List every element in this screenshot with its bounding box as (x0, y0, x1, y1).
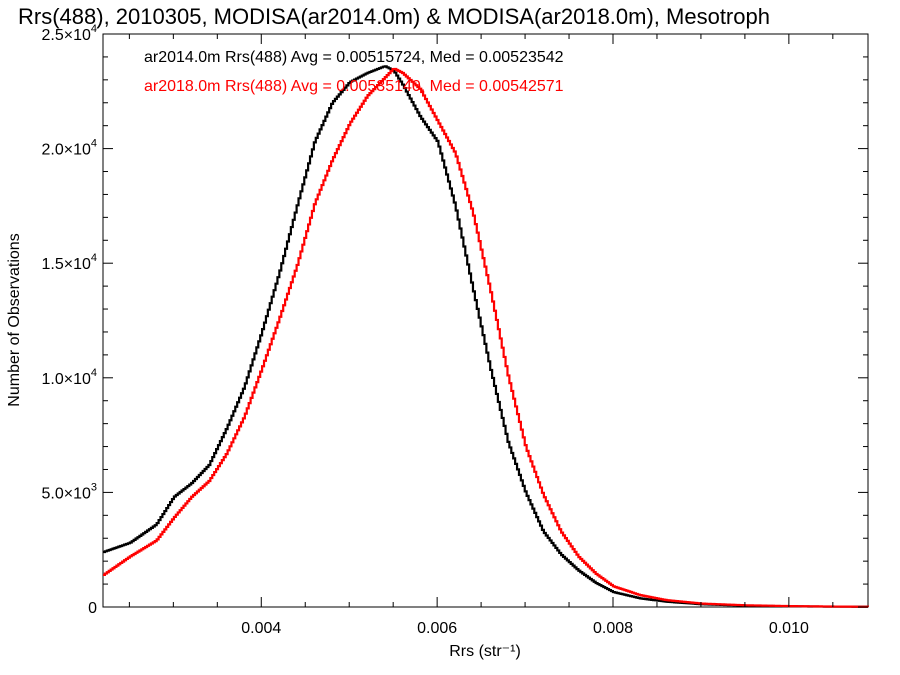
x-tick-label: 0.010 (769, 620, 809, 637)
y-axis-ticks: 0 5.0×103 1.0×104 1.5×104 2.0×104 2.5×104 (41, 23, 868, 617)
y-tick-label: 5.0×103 (41, 481, 97, 502)
plot-border (102, 33, 869, 608)
plot-frame (102, 33, 869, 608)
chart-title: Rrs(488), 2010305, MODISA(ar2014.0m) & M… (18, 4, 770, 29)
y-tick-label: 2.0×104 (41, 138, 97, 159)
series-line-ar2014.0m (103, 65, 869, 608)
x-tick-label: 0.006 (417, 620, 457, 637)
legend: ar2014.0m Rrs(488) Avg = 0.00515724, Med… (144, 49, 564, 95)
y-axis-label: Number of Observations (6, 233, 23, 406)
x-axis-ticks: 0.004 0.006 0.008 0.010 (128, 34, 834, 637)
y-tick-label: 0 (88, 600, 97, 617)
x-axis-label: Rrs (str⁻¹) (449, 643, 521, 660)
series-line-ar2018.0m (103, 67, 869, 608)
legend-entry-ar2014: ar2014.0m Rrs(488) Avg = 0.00515724, Med… (144, 49, 564, 66)
y-tick-label: 1.0×104 (41, 367, 97, 388)
legend-entry-ar2018: ar2018.0m Rrs(488) Avg = 0.00535140, Med… (144, 78, 564, 95)
series-layer (103, 65, 869, 608)
y-tick-label: 2.5×104 (41, 23, 97, 44)
y-tick-label: 1.5×104 (41, 252, 97, 273)
x-tick-label: 0.004 (241, 620, 281, 637)
x-tick-label: 0.008 (593, 620, 633, 637)
